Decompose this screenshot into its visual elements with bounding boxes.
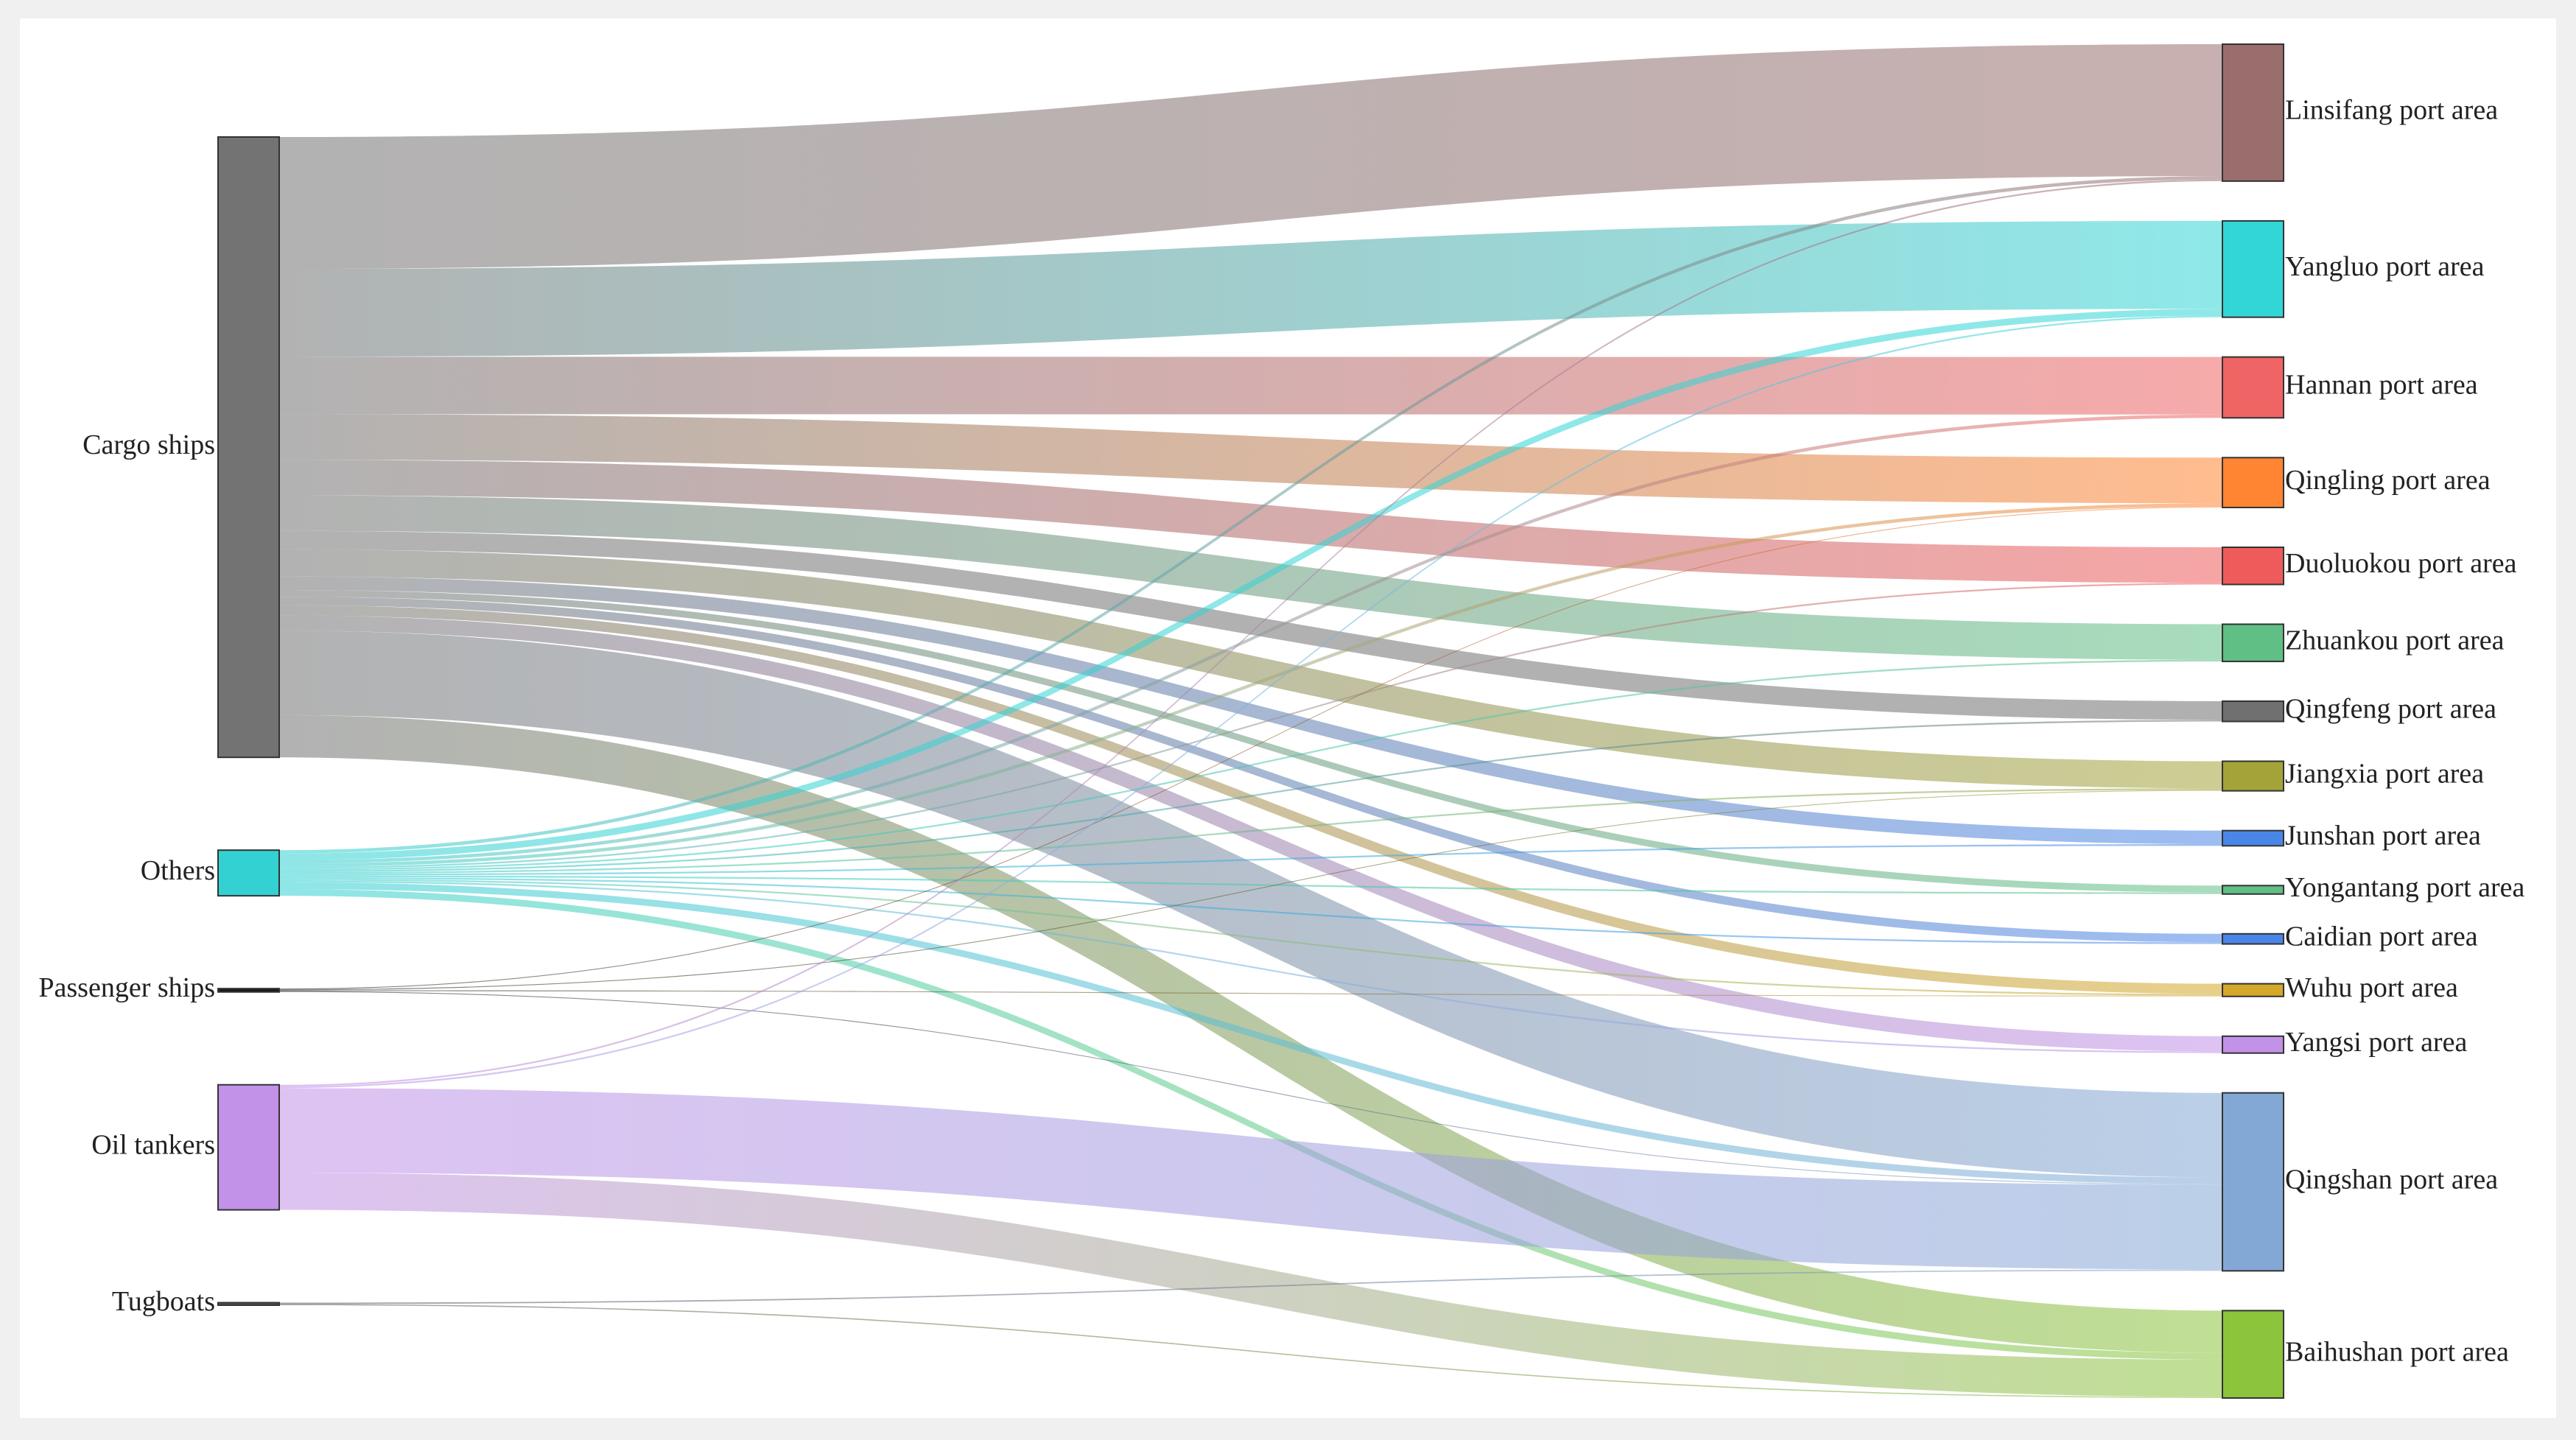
node-label: Baihushan port area <box>2285 1336 2509 1367</box>
node <box>2222 356 2284 419</box>
link <box>279 503 2222 868</box>
node <box>2222 829 2284 847</box>
link <box>279 179 2222 1087</box>
node-label: Qingshan port area <box>2285 1164 2498 1195</box>
link <box>279 597 2222 943</box>
link <box>279 844 2222 876</box>
node <box>2222 457 2284 508</box>
link <box>279 460 2222 583</box>
link <box>279 309 2222 860</box>
node <box>2222 933 2284 945</box>
link <box>279 659 2222 871</box>
link <box>279 877 2222 944</box>
link <box>279 590 2222 893</box>
node <box>217 1083 280 1211</box>
link <box>279 220 2222 357</box>
node-label: Yangluo port area <box>2285 251 2485 282</box>
node <box>2222 219 2284 318</box>
node <box>2222 885 2284 895</box>
node-label: Others <box>141 855 215 886</box>
node <box>2222 700 2284 723</box>
link <box>279 506 2222 990</box>
link <box>279 357 2222 415</box>
node-label: Yongantang port area <box>2285 872 2525 903</box>
link <box>279 576 2222 845</box>
link <box>279 720 2222 873</box>
link <box>279 880 2222 1053</box>
node-label: Oil tankers <box>91 1129 215 1160</box>
node <box>2222 1035 2284 1054</box>
node-label: Yangsi port area <box>2285 1027 2467 1058</box>
node <box>2222 43 2284 182</box>
nodes: Cargo ships Others Passenger ships Oil tank… <box>38 43 2525 1399</box>
node-label: Jiangxia port area <box>2285 758 2484 789</box>
node <box>217 136 280 759</box>
node <box>2222 623 2284 662</box>
link <box>279 414 2222 864</box>
link <box>279 790 2222 991</box>
node-label: Hannan port area <box>2285 370 2478 401</box>
link <box>279 875 2222 894</box>
link <box>279 1173 2222 1397</box>
link <box>279 549 2222 789</box>
node-label: Duoluokou port area <box>2285 548 2517 579</box>
link <box>279 1269 2222 1304</box>
link <box>279 605 2222 994</box>
node <box>2222 1310 2284 1399</box>
link <box>279 530 2222 720</box>
link <box>279 990 2222 997</box>
link <box>279 495 2222 660</box>
node-label: Qingfeng port area <box>2285 693 2496 724</box>
link <box>279 1304 2222 1398</box>
node <box>2222 546 2284 586</box>
node <box>217 1302 280 1306</box>
node-label: Junshan port area <box>2285 821 2481 851</box>
node <box>2222 1092 2284 1272</box>
node-label: Zhuankou port area <box>2285 625 2505 656</box>
node-label: Linsifang port area <box>2285 95 2498 126</box>
link <box>279 1088 2222 1270</box>
link <box>279 631 2222 1178</box>
link <box>279 615 2222 1052</box>
link <box>279 879 2222 996</box>
link <box>279 44 2222 269</box>
node-label: Qingling port area <box>2285 465 2491 496</box>
link <box>279 882 2222 1184</box>
node-label: Wuhu port area <box>2285 972 2458 1003</box>
link <box>279 414 2222 504</box>
link <box>279 788 2222 874</box>
node-label: Tugboats <box>112 1286 215 1317</box>
link <box>279 583 2222 869</box>
node-label: Passenger ships <box>38 972 215 1003</box>
node <box>2222 760 2284 792</box>
node-label: Caidian port area <box>2285 921 2478 952</box>
node <box>2222 983 2284 997</box>
link <box>279 888 2222 1360</box>
node-label: Cargo ships <box>83 429 215 460</box>
link <box>279 175 2222 854</box>
links <box>279 44 2222 1398</box>
node <box>217 849 280 897</box>
node <box>217 988 280 993</box>
link <box>279 991 2222 1185</box>
link <box>279 315 2222 1089</box>
